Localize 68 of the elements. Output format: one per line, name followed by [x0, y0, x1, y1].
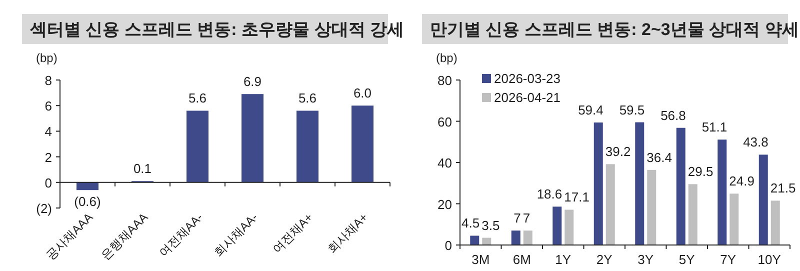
data-label: 4.5	[462, 216, 480, 231]
bar	[758, 154, 768, 245]
y-tick-label: 60	[438, 114, 452, 130]
chart-title: 섹터별 신용 스프레드 변동: 초우량물 상대적 강세	[29, 20, 404, 39]
data-label: 5.6	[188, 90, 207, 106]
data-label: 0.1	[133, 161, 152, 176]
bar	[186, 110, 208, 182]
data-label: 51.1	[702, 120, 728, 135]
bar	[76, 182, 98, 190]
bar	[352, 106, 374, 182]
y-tick-label: 8	[44, 73, 52, 88]
bar	[523, 230, 532, 245]
y-tick-label: 80	[438, 73, 452, 88]
y-tick-label: 20	[438, 196, 452, 212]
data-label: 18.6	[536, 186, 562, 202]
data-label: 7	[522, 210, 530, 226]
bar	[676, 128, 686, 245]
data-label: 6.0	[353, 86, 372, 101]
legend-label: 2026-04-21	[494, 90, 560, 105]
x-tick-label: 5Y	[678, 252, 696, 267]
bar	[511, 230, 520, 245]
y-tick-label: 0	[44, 175, 52, 190]
data-label: 43.8	[743, 134, 768, 150]
bar	[482, 238, 492, 245]
bar	[564, 210, 574, 245]
data-label: 56.8	[660, 108, 686, 123]
data-label: (0.6)	[74, 194, 101, 210]
data-label: 39.2	[605, 144, 631, 160]
x-tick-label: 3Y	[638, 252, 654, 267]
y-tick-label: (2)	[36, 201, 52, 216]
bar	[647, 170, 656, 245]
bar	[606, 164, 615, 245]
data-label: 24.9	[729, 174, 754, 189]
bar	[635, 122, 644, 245]
data-label: 5.6	[298, 90, 317, 106]
y-tick-label: 6	[44, 98, 52, 114]
x-tick-label: 6M	[512, 252, 531, 267]
bar	[718, 140, 727, 245]
y-axis-title: (bp)	[436, 51, 458, 65]
x-tick-label: 2Y	[596, 252, 613, 267]
bar	[770, 200, 780, 245]
x-tick-label: 3M	[472, 252, 490, 267]
data-label: 3.5	[482, 218, 500, 233]
bar	[470, 236, 480, 245]
y-tick-label: 0	[444, 238, 452, 253]
bar	[552, 206, 562, 245]
bar	[296, 110, 318, 182]
bar	[730, 194, 739, 245]
y-tick-label: 2	[44, 150, 52, 165]
x-tick-label: 10Y	[758, 252, 782, 267]
y-tick-label: 4	[44, 124, 52, 140]
chart-title: 만기별 신용 스프레드 변동: 2~3년물 상대적 약세	[430, 20, 799, 39]
y-tick-label: 40	[438, 156, 452, 170]
data-label: 17.1	[564, 190, 590, 205]
bar	[594, 122, 603, 245]
bar	[688, 184, 698, 245]
data-label: 6.9	[243, 74, 262, 90]
data-label: 7	[514, 210, 521, 226]
x-tick-label: 1Y	[555, 252, 572, 267]
data-label: 59.5	[619, 102, 645, 118]
data-label: 29.5	[688, 164, 714, 180]
y-axis-title: (bp)	[36, 51, 58, 65]
x-tick-label: 7Y	[720, 252, 736, 267]
legend-label: 2026-03-23	[494, 71, 560, 86]
data-label: 59.4	[578, 102, 604, 118]
data-label: 36.4	[646, 150, 672, 165]
data-label: 21.5	[770, 180, 796, 196]
bar	[242, 94, 264, 182]
